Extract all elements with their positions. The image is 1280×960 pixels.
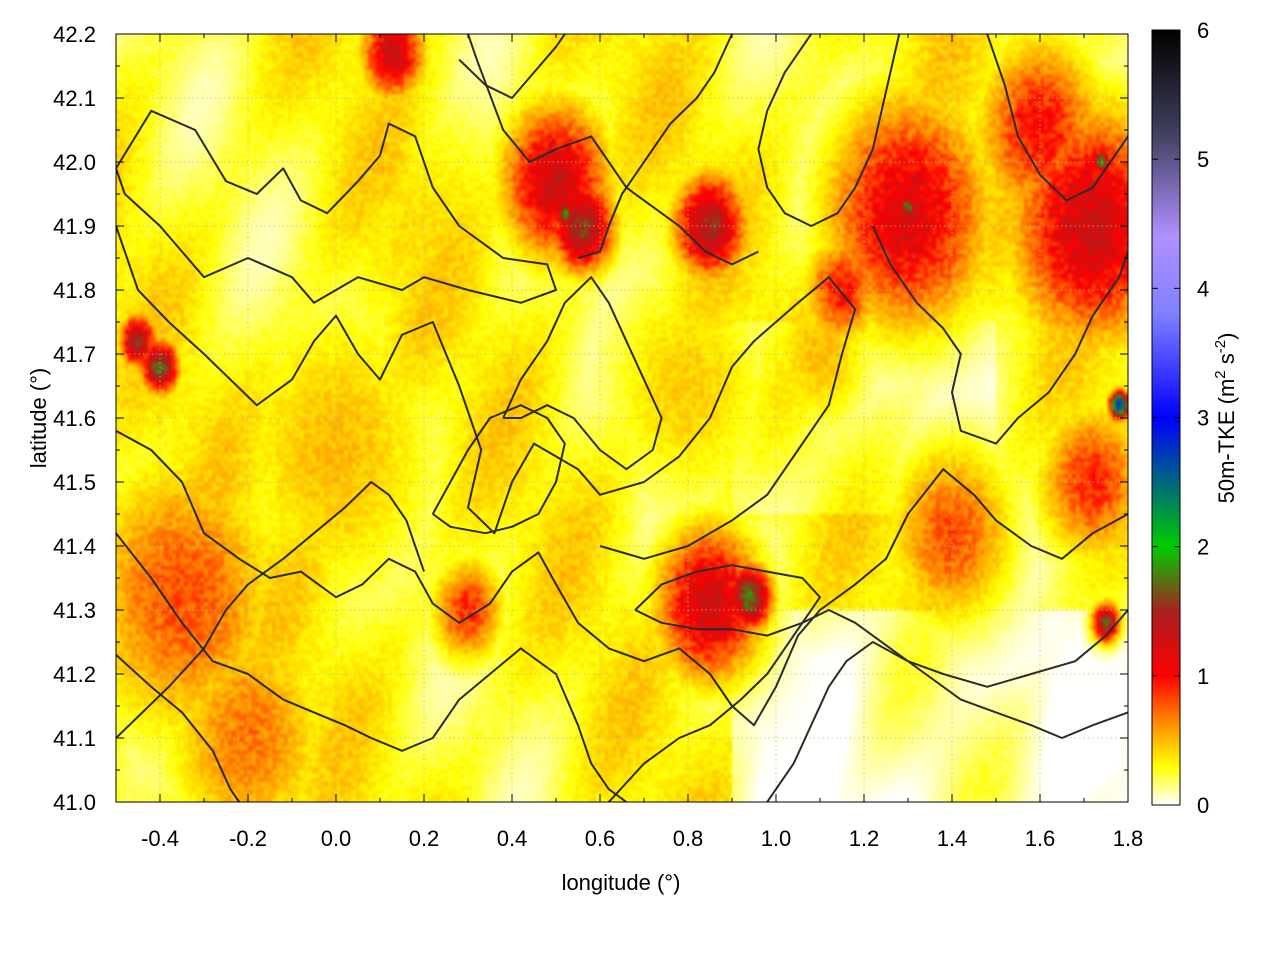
x-axis-title: longitude (°) [562,870,681,895]
x-tick-label: 0.0 [321,826,352,851]
y-tick-label: 41.0 [53,790,96,815]
contour-line [458,34,566,99]
colorbar-tick-label: 2 [1197,535,1209,560]
contour-line [766,609,1128,802]
colorbar-label-sup2: -2 [1212,340,1229,353]
x-tick-label: 1.2 [849,826,880,851]
colorbar-ticks: 0 1 2 3 4 5 6 [1152,18,1209,818]
y-tick-label: 41.9 [53,214,96,239]
contour-line [467,34,759,266]
y-tick-label: 41.5 [53,470,96,495]
y-tick-label: 42.2 [53,22,96,47]
colorbar-label-end: ) [1214,333,1239,340]
y-tick-label: 41.4 [53,534,96,559]
x-tick-label: 0.8 [673,826,704,851]
y-tick-label: 41.2 [53,662,96,687]
colorbar-tick-label: 5 [1197,147,1209,172]
colorbar-tick-label: 6 [1197,18,1209,43]
heatmap-layer [116,34,1128,802]
contour-line [116,429,1128,727]
y-tick-label: 42.1 [53,86,96,111]
y-tick-label: 41.7 [53,342,96,367]
contour-line [116,109,557,304]
x-tick-label: 0.6 [585,826,616,851]
contour-line [634,564,821,637]
y-axis-title: latitude (°) [26,368,51,469]
colorbar-tick-label: 1 [1197,664,1209,689]
contour-line [116,225,857,560]
colorbar-tick-label: 3 [1197,406,1209,431]
x-tick-label: 1.6 [1025,826,1056,851]
x-tick-label: 0.2 [409,826,440,851]
x-tick-label: 1.8 [1113,826,1144,851]
contour-line [116,654,241,802]
contour-line [502,276,663,471]
contour-line [986,34,1128,202]
x-tick-label: -0.4 [141,826,179,851]
contour-line [116,481,425,739]
x-axis: -0.4 -0.2 0.0 0.2 0.4 0.6 0.8 1.0 1.2 1.4 1.6 1.8 [115,34,1144,851]
contour-line [757,34,901,227]
heatmap-image [116,34,1128,802]
x-tick-label: 0.4 [497,826,528,851]
y-tick-label: 42.0 [53,150,96,175]
contour-line [577,34,733,259]
y-tick-label: 41.6 [53,406,96,431]
y-tick-label: 41.8 [53,278,96,303]
contour-layer [116,34,1128,802]
contour-line [116,532,627,802]
x-tick-label: 1.0 [761,826,792,851]
colorbar-label: 50m-TKE (m2 s-2) [1212,333,1239,504]
y-tick-label: 41.1 [53,726,96,751]
colorbar-tick-label: 0 [1197,793,1209,818]
y-tick-label: 41.3 [53,598,96,623]
contour-line [608,609,1128,802]
colorbar-label-main: 50m-TKE (m [1214,379,1239,504]
x-tick-label: 1.4 [937,826,968,851]
contour-line [431,404,566,535]
colorbar-label-mid: s [1214,353,1239,370]
x-tick-label: -0.2 [229,826,267,851]
y-axis: 41.0 41.1 41.2 41.3 41.4 41.5 41.6 41.7 41.8 41.9… [53,22,1128,815]
contour-line [871,225,1128,445]
colorbar-tick-label: 4 [1197,276,1209,301]
colorbar-label-sup1: 2 [1212,370,1229,378]
